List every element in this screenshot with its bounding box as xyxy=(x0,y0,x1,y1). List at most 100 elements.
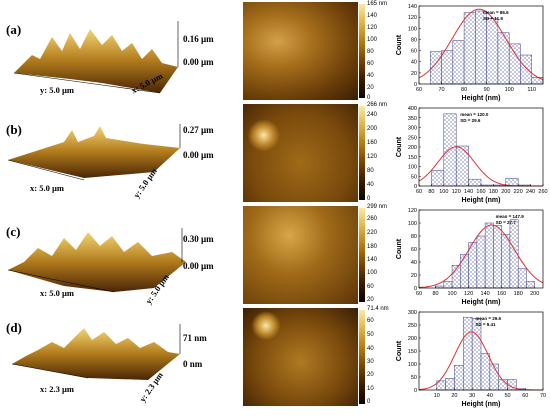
stats-annotation: SD = 29.6 xyxy=(460,118,481,123)
x-tick-label: 10 xyxy=(434,393,440,399)
histogram-bar xyxy=(497,32,510,85)
x-tick-label: 50 xyxy=(505,393,511,399)
x-tick-label: 240 xyxy=(526,189,535,195)
y-tick-label: 0 xyxy=(414,286,417,292)
x-axis-label: Height (nm) xyxy=(462,299,501,306)
x-axis-label: Height (nm) xyxy=(462,401,501,408)
y-tick-label: 0 xyxy=(414,184,417,190)
histogram-bar xyxy=(526,281,535,289)
x-tick-label: 40 xyxy=(487,393,493,399)
y-tick-label: 100 xyxy=(408,362,417,368)
axis-label-d-x: x: 2.3 µm xyxy=(40,384,74,394)
x-tick-label: 120 xyxy=(452,189,461,195)
stats-annotation: SD = 27.7 xyxy=(496,220,517,225)
y-tick-label: 80 xyxy=(411,37,417,43)
height-histogram-b: 60 80 100 120 140 160 180 200 220 240 260050100150… xyxy=(396,106,548,204)
x-tick-label: 30 xyxy=(469,393,475,399)
x-tick-label: 180 xyxy=(514,291,523,297)
x-tick-label: 120 xyxy=(464,291,473,297)
x-tick-label: 200 xyxy=(530,291,539,297)
histogram-bar xyxy=(520,54,532,85)
stats-annotation: SD = 9.41 xyxy=(475,322,496,327)
x-tick-label: 60 xyxy=(416,189,422,195)
y-tick-label: 300 xyxy=(408,126,417,132)
histogram-bar xyxy=(445,378,455,391)
afm-3d-surface-b xyxy=(7,124,181,181)
height-histogram-d: 10 20 30 40 50 60 70 0 50 100 150 200 250 300 Height (… xyxy=(396,310,546,408)
x-tick-label: 100 xyxy=(439,189,448,195)
histogram-bar xyxy=(517,268,527,289)
histogram-bar xyxy=(431,170,445,187)
z-scale-top-a: 0.16 µm xyxy=(183,34,214,44)
y-tick-label: 400 xyxy=(408,106,417,112)
afm-3d-surface-d xyxy=(11,324,181,380)
gaussian-fit-line xyxy=(418,8,544,81)
y-tick-label: 40 xyxy=(411,60,417,66)
stats-annotation: mean = 147.9 xyxy=(496,214,525,219)
y-tick-label: 50 xyxy=(411,375,417,381)
y-tick-label: 250 xyxy=(408,323,417,329)
y-tick-label: 80 xyxy=(411,234,417,240)
x-tick-label: 70 xyxy=(540,393,546,399)
histogram-bar xyxy=(475,10,487,85)
y-axis-label: Count xyxy=(396,340,403,361)
axis-label-a-x: y: 5.0 µm xyxy=(40,85,74,95)
y-tick-label: 250 xyxy=(408,135,417,141)
histogram-bar xyxy=(452,40,465,85)
y-tick-label: 150 xyxy=(408,155,417,161)
histogram-bar xyxy=(468,178,482,187)
axis-label-b-x: x: 5.0 µm xyxy=(30,183,64,193)
colorbar-ticks-b: 266 nm 240 200 160 120 80 40 0 xyxy=(367,102,388,202)
afm-3d-surface-a xyxy=(13,21,179,94)
histogram-bar xyxy=(463,12,476,85)
histogram-bar xyxy=(501,234,511,289)
x-tick-label: 160 xyxy=(497,291,506,297)
colorbar-c xyxy=(359,208,365,302)
y-tick-label: 50 xyxy=(411,174,417,180)
x-tick-label: 60 xyxy=(416,291,422,297)
histogram-bar xyxy=(493,225,502,289)
colorbar-b xyxy=(359,106,365,200)
afm-height-map-a xyxy=(243,2,358,100)
histogram-bar xyxy=(486,18,499,85)
z-scale-bottom-b: 0.00 µm xyxy=(183,150,214,160)
colorbar-ticks-a: 165 nm 140 120 100 80 60 40 20 0 xyxy=(367,1,388,101)
x-tick-label: 80 xyxy=(428,189,434,195)
y-tick-label: 40 xyxy=(411,260,417,266)
x-tick-label: 260 xyxy=(538,189,547,195)
histogram-bar xyxy=(463,316,473,391)
y-tick-label: 20 xyxy=(411,273,417,279)
x-tick-label: 110 xyxy=(527,87,536,93)
x-tick-label: 70 xyxy=(438,87,444,93)
x-tick-label: 200 xyxy=(501,189,510,195)
x-tick-label: 80 xyxy=(461,87,467,93)
x-tick-label: 220 xyxy=(514,189,523,195)
afm-3d-surface-c xyxy=(7,228,186,293)
stats-annotation: mean = 120.0 xyxy=(460,112,489,117)
y-tick-label: 140 xyxy=(408,4,417,10)
histogram-bar xyxy=(508,43,521,85)
gaussian-fit-line xyxy=(418,331,543,391)
histogram-bar xyxy=(455,145,469,187)
x-tick-label: 100 xyxy=(447,291,456,297)
z-scale-bottom-d: 0 nm xyxy=(183,359,203,369)
x-tick-label: 90 xyxy=(484,87,490,93)
x-tick-label: 140 xyxy=(464,189,473,195)
panel-label-a: (a) xyxy=(6,22,22,37)
histogram-bar xyxy=(476,235,486,289)
colorbar-ticks-c: 299 nm 260 220 180 140 100 60 20 xyxy=(367,204,388,303)
axis-label-c-x: x: 5.0 µm xyxy=(40,288,74,298)
histogram-bar xyxy=(460,253,469,289)
y-tick-label: 0 xyxy=(414,388,417,394)
x-tick-label: 60 xyxy=(522,393,528,399)
afm-height-map-b xyxy=(243,104,358,202)
histogram-bar xyxy=(454,365,464,391)
y-tick-label: 20 xyxy=(411,71,417,77)
y-tick-label: 60 xyxy=(411,247,417,253)
histogram-bar xyxy=(468,242,478,289)
colorbar-a xyxy=(359,4,365,98)
y-tick-label: 100 xyxy=(408,221,417,227)
y-axis-label: Count xyxy=(396,238,403,259)
panel-label-d: (d) xyxy=(6,320,22,335)
y-tick-label: 120 xyxy=(408,208,417,214)
